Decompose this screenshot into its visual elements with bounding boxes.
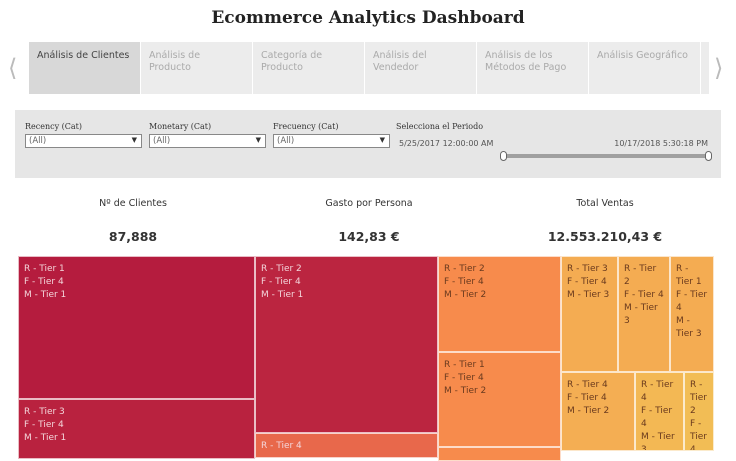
kpi-value: 87,888 <box>108 229 158 244</box>
treemap-cell[interactable]: R - Tier 2 F - Tier 4 M - Tier 1 <box>255 256 438 433</box>
tab-overflow[interactable] <box>701 42 709 94</box>
cell-label-r: R - Tier 4 <box>641 380 674 403</box>
cell-label-r: R - Tier 4 <box>261 441 302 451</box>
filter-panel: Recency (Cat) (All) ▼ Monetary (Cat) (All… <box>15 110 721 178</box>
frecuency-label: Frecuency (Cat) <box>273 122 339 131</box>
monetary-label: Monetary (Cat) <box>149 122 212 131</box>
treemap-cell[interactable]: R - Tier 2 F - Tier 4 M - Tier 3 <box>618 256 670 372</box>
cell-label-m: M - Tier 1 <box>261 290 304 300</box>
cell-label-r: R - Tier 3 <box>567 264 608 274</box>
cell-label-m: M - Tier 3 <box>676 316 702 339</box>
cell-label-f: F - Tier 4 <box>24 277 64 287</box>
recency-filter: Recency (Cat) (All) ▼ <box>25 122 142 148</box>
slider-end-handle[interactable] <box>705 151 712 161</box>
tab-analisis-producto[interactable]: Análisis de Producto <box>141 42 252 94</box>
recency-label: Recency (Cat) <box>25 122 83 131</box>
tabs-next-icon[interactable]: ⟩ <box>714 54 724 82</box>
treemap-cell[interactable] <box>438 447 561 461</box>
cell-label-m: M - Tier 1 <box>24 433 67 443</box>
cell-label-r: R - Tier 2 <box>624 264 657 287</box>
monetary-value: (All) <box>153 136 171 146</box>
cell-label-r: R - Tier 2 <box>444 264 485 274</box>
recency-value: (All) <box>29 136 47 146</box>
tab-metodos-pago[interactable]: Análisis de los Métodos de Pago <box>477 42 588 94</box>
tabs-prev-icon[interactable]: ⟨ <box>8 54 18 82</box>
tab-analisis-geografico[interactable]: Análisis Geográfico <box>589 42 700 94</box>
cell-label-f: F - Tier 4 <box>567 277 607 287</box>
kpi-label: Gasto por Persona <box>325 198 413 209</box>
cell-label-m: M - Tier 2 <box>567 406 610 416</box>
page-title: Ecommerce Analytics Dashboard <box>211 8 525 28</box>
cell-label-f: F - Tier 4 <box>444 373 484 383</box>
cell-label-r: R - Tier 3 <box>24 407 65 417</box>
treemap-cell[interactable]: R - Tier 2F - Tier 4M - <box>684 372 714 451</box>
cell-label-f: F - Tier 4 <box>624 290 664 300</box>
treemap-cell[interactable]: R - Tier 3 F - Tier 4 M - Tier 1 <box>18 399 255 459</box>
cell-label-m: M - Tier 2 <box>444 290 487 300</box>
kpi-label: Nº de Clientes <box>99 198 167 209</box>
kpi-gasto: Gasto por Persona 142,83 € <box>269 198 469 244</box>
monetary-filter: Monetary (Cat) (All) ▼ <box>149 122 266 148</box>
monetary-select[interactable]: (All) ▼ <box>149 134 266 148</box>
cell-label-f: F - Tier 4 <box>444 277 484 287</box>
slider-start-handle[interactable] <box>500 151 507 161</box>
cell-label-f: F - Tier 4 <box>24 420 64 430</box>
treemap-cell[interactable]: R - Tier 4 F - Tier 4 M - Tier 2 <box>561 372 635 451</box>
treemap-cell[interactable]: R - Tier 1 F - Tier 4 M - Tier 2 <box>438 352 561 447</box>
frecuency-select[interactable]: (All) ▼ <box>273 134 390 148</box>
treemap-cell[interactable]: R - Tier 4 F - Tier 4 M - Tier 3 <box>635 372 684 451</box>
cell-label-m: M - Tier 3 <box>641 432 675 451</box>
cell-label-r: R - Tier 2 <box>690 380 707 416</box>
cell-label-r: R - Tier 4 <box>567 380 608 390</box>
tab-analisis-clientes[interactable]: Análisis de Clientes <box>29 42 140 94</box>
cell-label-f: F - Tier 4 <box>261 277 301 287</box>
kpi-label: Total Ventas <box>576 198 634 209</box>
treemap-cell[interactable]: R - Tier 1 F - Tier 4 M - Tier 3 <box>670 256 714 372</box>
cell-label-r: R - Tier 1 <box>444 360 485 370</box>
dropdown-arrow-icon: ▼ <box>379 136 385 144</box>
cell-label-f: F - Tier 4 <box>567 393 607 403</box>
cell-label-r: R - Tier 1 <box>24 264 65 274</box>
dropdown-arrow-icon: ▼ <box>255 136 261 144</box>
tab-analisis-vendedor[interactable]: Análisis del Vendedor <box>365 42 476 94</box>
cell-label-r: R - Tier 1 <box>676 264 702 287</box>
cell-label-f: F - Tier 4 <box>641 406 673 429</box>
cell-label-f: F - Tier 4 <box>690 419 707 451</box>
treemap-cell[interactable]: R - Tier 3 F - Tier 4 M - Tier 3 <box>561 256 618 372</box>
cell-label-f: F - Tier 4 <box>676 290 708 313</box>
kpi-value: 142,83 € <box>338 229 400 244</box>
treemap-cell[interactable]: R - Tier 2 F - Tier 4 M - Tier 2 <box>438 256 561 352</box>
period-label: Selecciona el Periodo <box>396 122 484 131</box>
cell-label-m: M - Tier 2 <box>444 386 487 396</box>
cell-label-m: M - Tier 3 <box>567 290 610 300</box>
cell-label-m: M - Tier 1 <box>24 290 67 300</box>
treemap-cell[interactable]: R - Tier 1 F - Tier 4 M - Tier 1 <box>18 256 255 399</box>
period-end: 10/17/2018 5:30:18 PM <box>614 139 708 148</box>
dropdown-arrow-icon: ▼ <box>131 136 137 144</box>
tab-categoria-producto[interactable]: Categoría de Producto <box>253 42 364 94</box>
frecuency-filter: Frecuency (Cat) (All) ▼ <box>273 122 390 148</box>
cell-label-m: M - Tier 3 <box>624 303 658 326</box>
period-slider[interactable] <box>500 151 712 161</box>
period-start: 5/25/2017 12:00:00 AM <box>399 139 494 148</box>
frecuency-value: (All) <box>277 136 295 146</box>
tab-bar: Análisis de Clientes Análisis de Product… <box>29 42 709 94</box>
treemap-cell[interactable]: R - Tier 4 <box>255 433 438 458</box>
recency-select[interactable]: (All) ▼ <box>25 134 142 148</box>
cell-label-r: R - Tier 2 <box>261 264 302 274</box>
kpi-value: 12.553.210,43 € <box>547 229 663 244</box>
kpi-clientes: Nº de Clientes 87,888 <box>33 198 233 244</box>
kpi-ventas: Total Ventas 12.553.210,43 € <box>505 198 705 244</box>
